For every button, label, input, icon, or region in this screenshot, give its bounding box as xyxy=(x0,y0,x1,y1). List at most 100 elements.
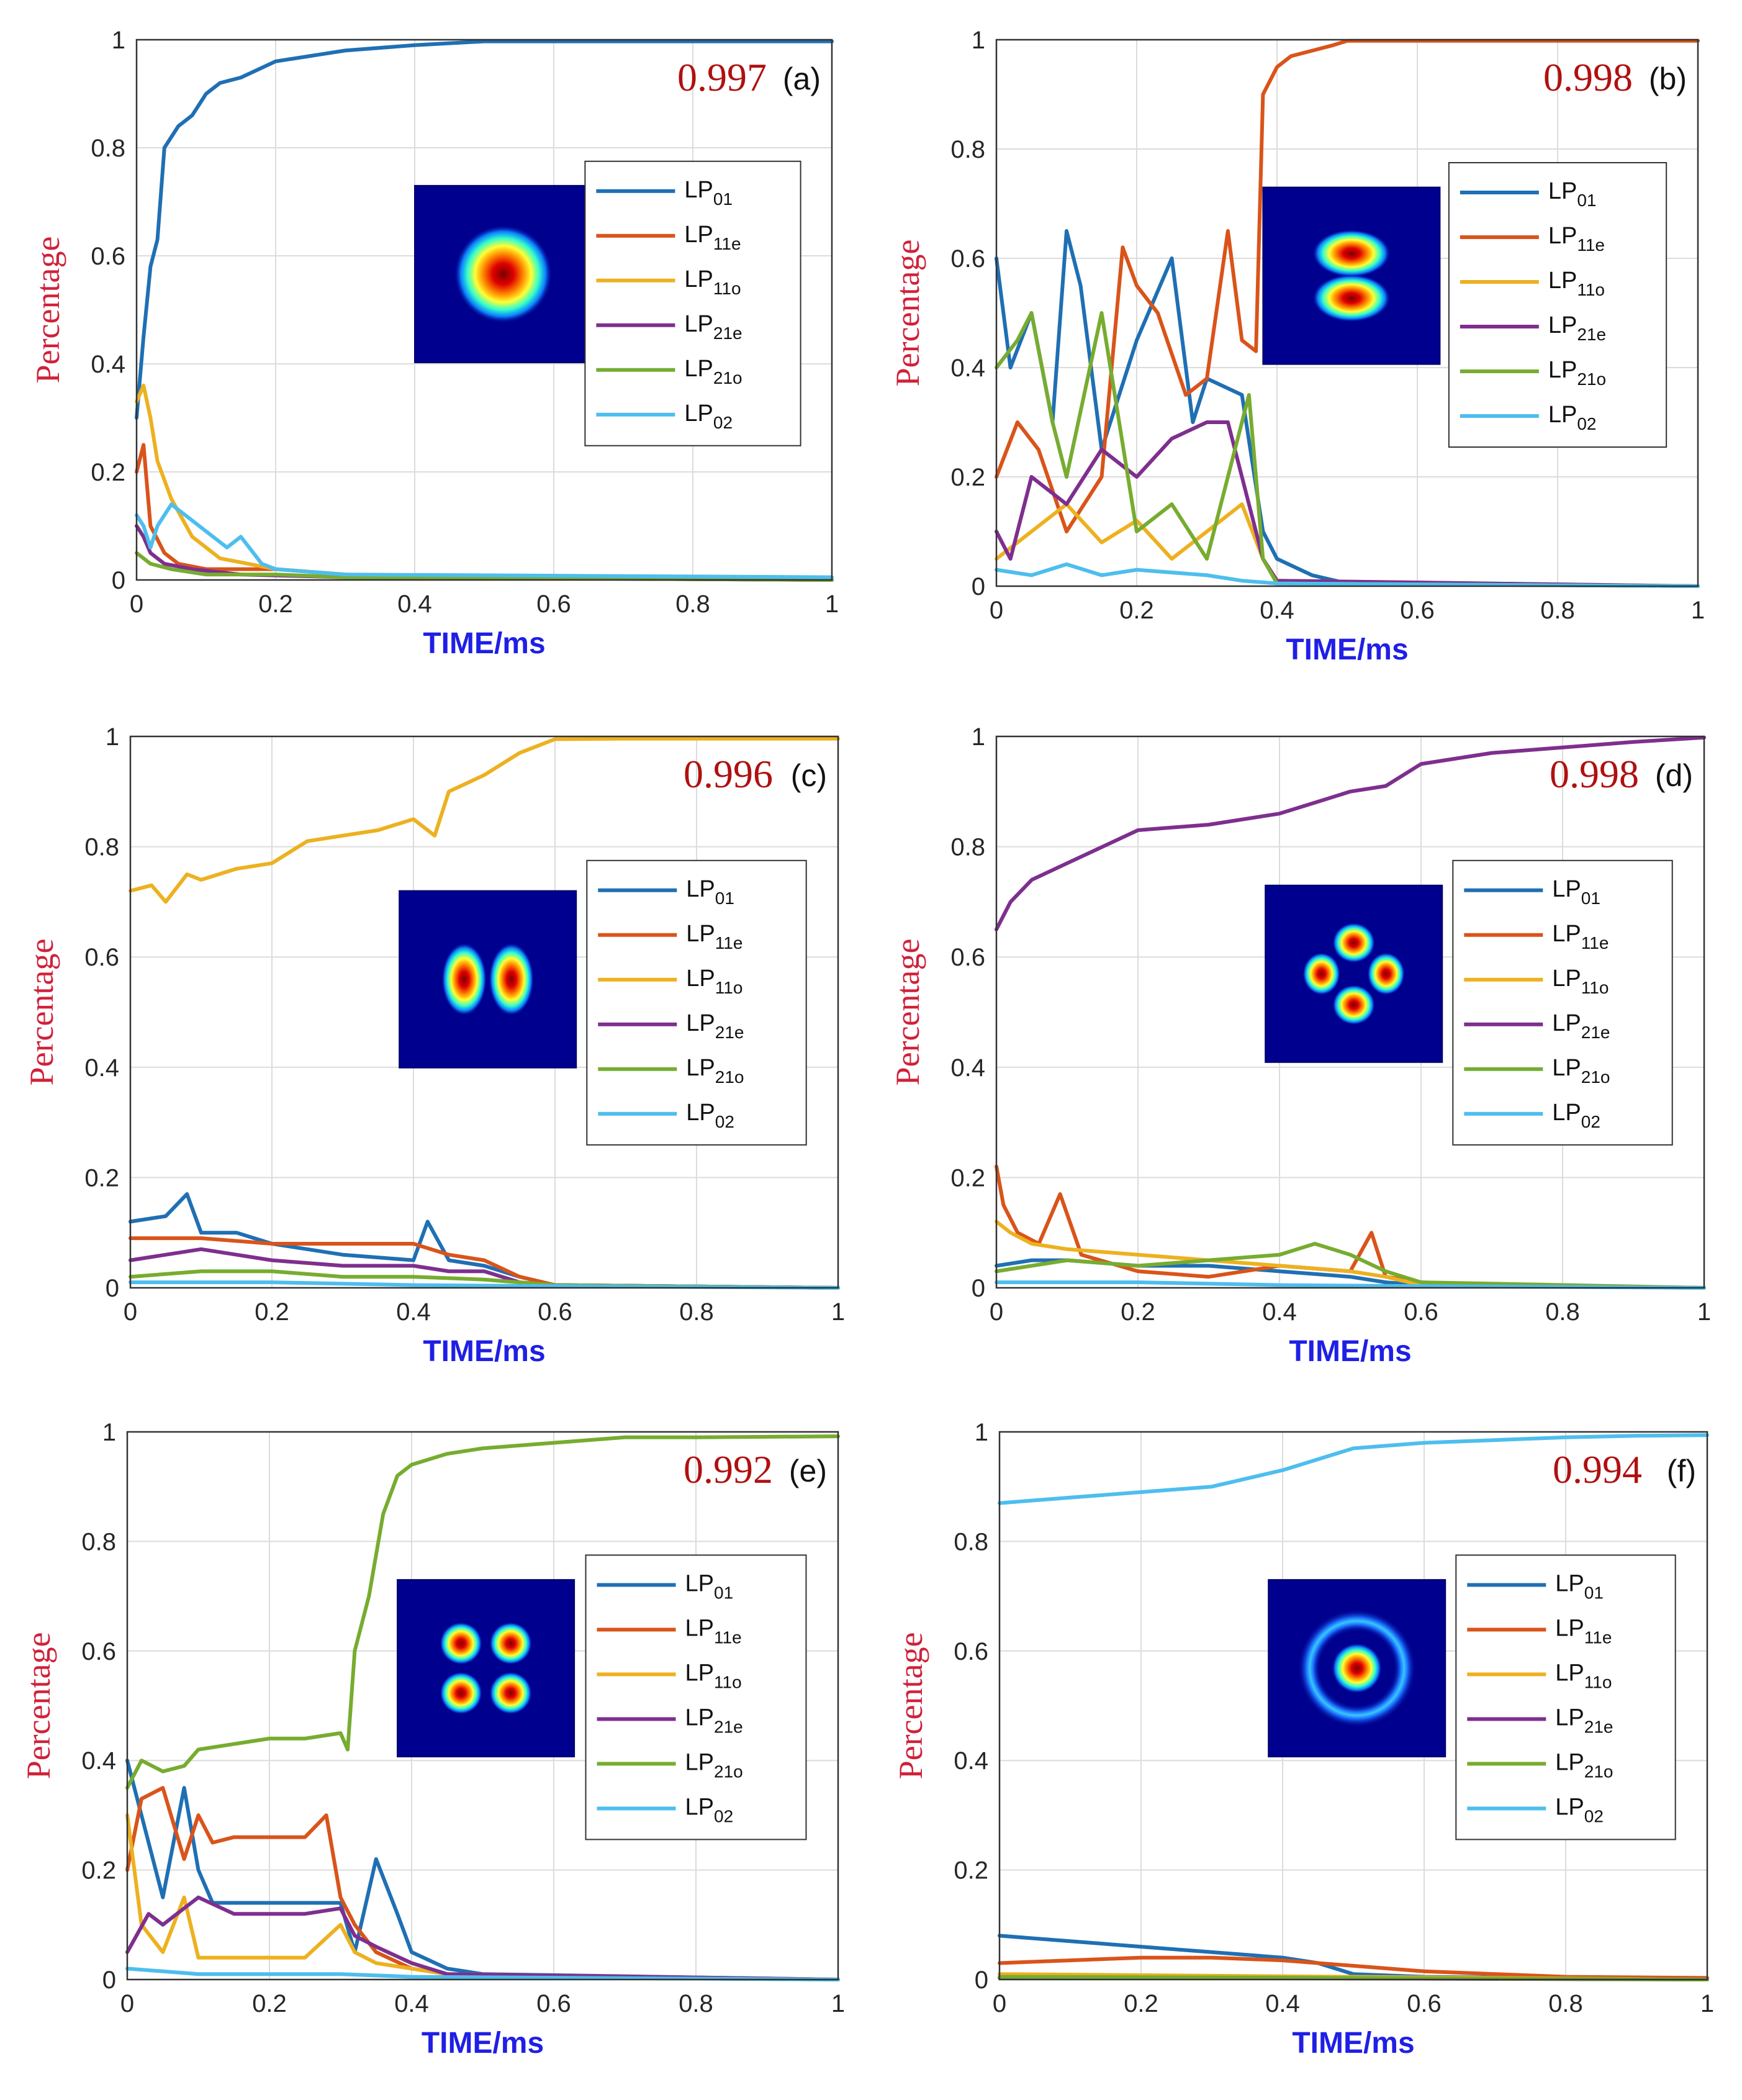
y-tick-label: 1 xyxy=(975,1419,988,1446)
inset-background xyxy=(399,890,577,1069)
x-axis-label: TIME/ms xyxy=(422,2027,544,2060)
y-tick-label: 0 xyxy=(975,1966,988,1994)
mode-inset-image xyxy=(1262,186,1441,365)
x-tick-label: 1 xyxy=(1697,1298,1711,1326)
panel-label: (f) xyxy=(1667,1454,1696,1488)
panel-d: 0 0.2 0.4 0.6 0.8 1 0 0.2 0.4 0.6 0.8 1 TIME/ms Perce… xyxy=(889,723,1711,1368)
legend-entry-lp11e: LP11e xyxy=(1548,223,1605,255)
x-tick-label: 0.8 xyxy=(675,591,710,618)
legend-entry-lp11e: LP11e xyxy=(684,222,741,253)
mode-inset-image xyxy=(1265,884,1443,1063)
mode-lobe xyxy=(441,943,487,1016)
series-line-lp21e xyxy=(995,735,1706,931)
y-tick-label: 0.6 xyxy=(950,944,985,971)
x-tick-label: 0.8 xyxy=(1548,1990,1583,2017)
y-tick-label: 0.2 xyxy=(91,459,125,486)
mode-lobe xyxy=(489,943,534,1016)
legend-entry-lp11o: LP11o xyxy=(684,266,741,298)
legend: LP01 LP11e LP11o LP21e LP21o LP02 xyxy=(586,859,807,1146)
axes-frame xyxy=(995,735,1705,1289)
y-tick-label: 0.4 xyxy=(91,351,125,378)
series-line-lp02 xyxy=(995,562,1700,588)
legend-entry-lp21o: LP21o xyxy=(684,356,742,387)
x-tick-label: 0.2 xyxy=(255,1298,289,1326)
panel-b: 0 0.2 0.4 0.6 0.8 1 0 0.2 0.4 0.6 0.8 1 TIME/ms Perce… xyxy=(889,27,1705,666)
series-line-lp01 xyxy=(995,1258,1706,1290)
y-tick-label: 0.8 xyxy=(954,1528,988,1555)
mode-lobe xyxy=(1312,274,1390,322)
panel-label: (c) xyxy=(791,758,827,793)
y-tick-label: 1 xyxy=(102,1419,116,1446)
legend-entry-lp11e: LP11e xyxy=(686,921,742,953)
fidelity-value: 0.994 xyxy=(1553,1447,1642,1491)
y-tick-label: 0 xyxy=(102,1966,116,1994)
y-tick-label: 0 xyxy=(972,1275,985,1302)
x-tick-label: 0.4 xyxy=(1260,597,1294,624)
y-tick-label: 0.2 xyxy=(84,1164,119,1192)
x-tick-label: 1 xyxy=(1700,1990,1714,2017)
legend: LP01 LP11e LP11o LP21e LP21o LP02 xyxy=(1452,859,1673,1146)
x-tick-label: 1 xyxy=(1691,597,1705,624)
legend-entry-lp11o: LP11o xyxy=(1552,966,1609,997)
y-tick-label: 0 xyxy=(112,567,125,594)
x-tick-label: 0 xyxy=(130,591,143,618)
x-tick-label: 0.2 xyxy=(1124,1990,1158,2017)
x-tick-label: 0.2 xyxy=(1121,1298,1155,1326)
y-tick-label: 0.4 xyxy=(950,355,985,382)
mode-lobe xyxy=(489,1622,532,1665)
y-tick-label: 0.2 xyxy=(950,1164,985,1192)
legend: LP01 LP11e LP11o LP21e LP21o LP02 xyxy=(1455,1554,1676,1840)
y-tick-label: 0.6 xyxy=(91,243,125,270)
legend: LP01 LP11e LP11o LP21e LP21o LP02 xyxy=(1448,162,1668,448)
mode-inset-image xyxy=(1268,1579,1446,1758)
x-tick-label: 0.8 xyxy=(1540,597,1575,624)
y-tick-label: 0 xyxy=(106,1275,119,1302)
legend-entry-lp11o: LP11o xyxy=(686,966,742,997)
x-tick-label: 0.4 xyxy=(1265,1990,1300,2017)
legend-entry-lp02: LP02 xyxy=(685,1794,734,1826)
series-line-lp02 xyxy=(135,502,834,579)
mode-lobe xyxy=(454,225,552,323)
legend: LP01 LP11e LP11o LP21e LP21o LP02 xyxy=(584,160,801,446)
y-tick-label: 0.4 xyxy=(81,1747,116,1775)
y-tick-label: 0.2 xyxy=(950,464,985,491)
legend-entry-lp01: LP01 xyxy=(1548,178,1597,210)
series-line-lp02 xyxy=(125,1966,840,1981)
x-tick-label: 1 xyxy=(831,1298,845,1326)
mode-lobe xyxy=(1332,923,1375,963)
series-line-lp02 xyxy=(998,1433,1709,1505)
x-tick-label: 0 xyxy=(990,597,1003,624)
series-line-lp21o xyxy=(995,1242,1706,1290)
series-line-lp11e xyxy=(995,38,1700,533)
x-tick-label: 0.6 xyxy=(536,591,571,618)
x-tick-label: 0.8 xyxy=(1545,1298,1580,1326)
legend-entry-lp01: LP01 xyxy=(1552,876,1600,908)
legend-box xyxy=(585,1554,807,1840)
x-tick-label: 0.6 xyxy=(1404,1298,1438,1326)
legend-entry-lp11e: LP11e xyxy=(1555,1615,1612,1647)
series-line-lp02 xyxy=(995,1280,1706,1290)
y-tick-label: 0.8 xyxy=(84,834,119,861)
series-line-lp01 xyxy=(125,1758,840,1981)
series-line-lp11o xyxy=(129,736,840,904)
legend-entry-lp21o: LP21o xyxy=(1555,1749,1613,1781)
legend-entry-lp01: LP01 xyxy=(1555,1570,1604,1602)
x-tick-label: 0.8 xyxy=(679,1990,713,2017)
legend-entry-lp21e: LP21e xyxy=(686,1010,744,1042)
x-tick-label: 0.6 xyxy=(1407,1990,1442,2017)
x-tick-label: 0 xyxy=(124,1298,137,1326)
x-tick-label: 0 xyxy=(120,1990,134,2017)
legend-entry-lp02: LP02 xyxy=(1555,1794,1604,1826)
legend-entry-lp11o: LP11o xyxy=(1548,268,1605,299)
x-tick-label: 0.2 xyxy=(1119,597,1154,624)
legend-entry-lp21o: LP21o xyxy=(1548,357,1606,389)
panel-e: 0 0.2 0.4 0.6 0.8 1 0 0.2 0.4 0.6 0.8 1 TIME/ms Perce… xyxy=(20,1419,845,2060)
y-axis-label: Percentage xyxy=(889,939,926,1086)
legend: LP01 LP11e LP11o LP21e LP21o LP02 xyxy=(585,1554,807,1840)
mode-lobe xyxy=(1312,230,1390,278)
mode-inset-image xyxy=(399,890,577,1069)
x-tick-label: 1 xyxy=(825,591,839,618)
panel-label: (a) xyxy=(783,61,821,96)
mode-lobe xyxy=(489,1672,532,1714)
